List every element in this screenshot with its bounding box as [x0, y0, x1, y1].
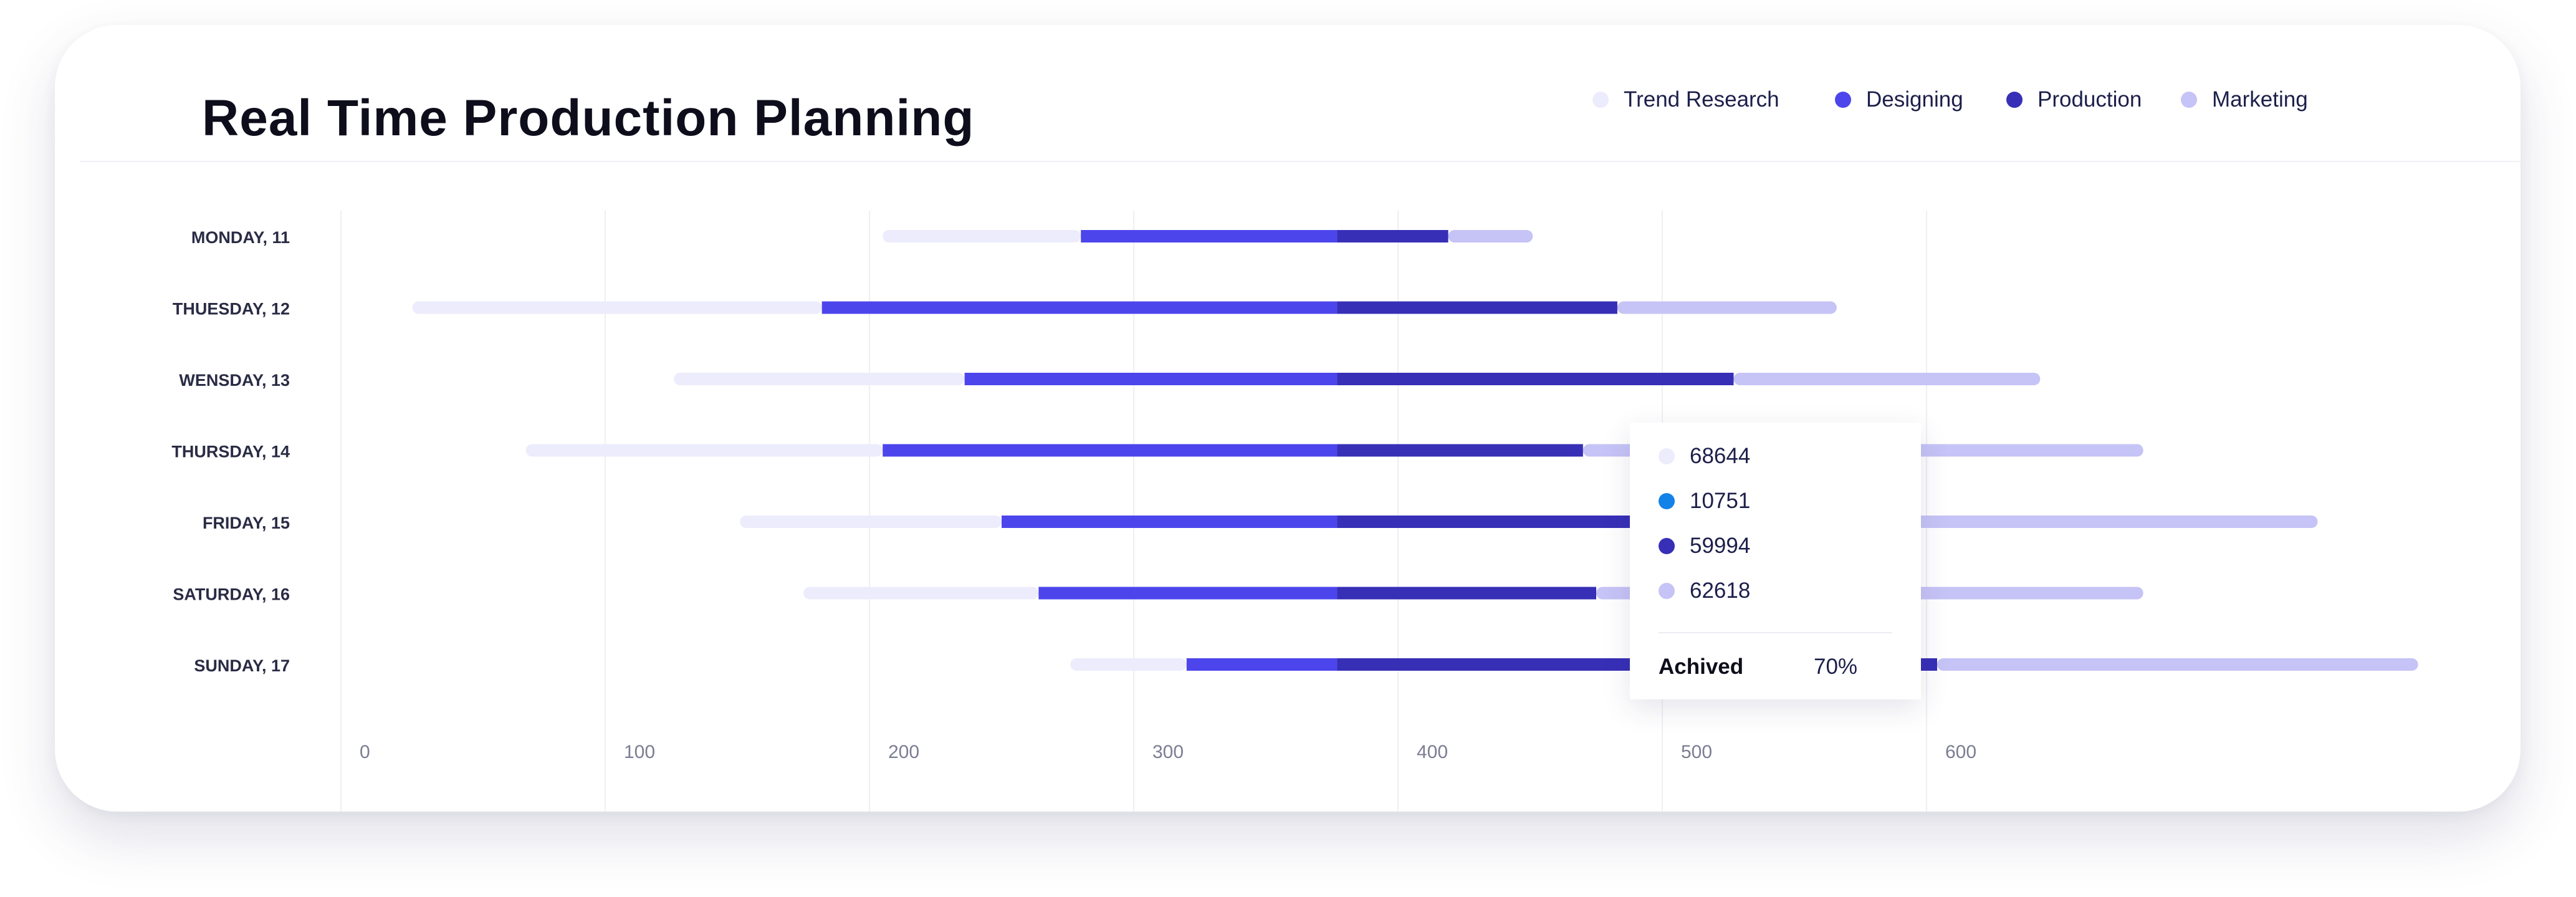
x-tick-label-300: 300: [1152, 742, 1184, 762]
gantt-chart: 0 100 200 300 400 500 600 MONDAY, 11 THUESDAY, 1…: [171, 211, 2418, 812]
legend-item-trend-research[interactable]: Trend Research: [1592, 87, 1779, 112]
tooltip-value-designing: 10751: [1690, 489, 1751, 513]
legend-item-designing[interactable]: Designing: [1835, 87, 1963, 112]
category-label-friday-15: FRIDAY, 15: [203, 514, 290, 532]
legend-label-trend-research: Trend Research: [1624, 87, 1779, 112]
tooltip-marker-trend-research: [1659, 448, 1675, 464]
category-label-saturday-16: SATURDAY, 16: [173, 585, 290, 604]
bar-marketing-friday-15: [1881, 516, 2318, 528]
category-label-thuesday-12: THUESDAY, 12: [173, 300, 290, 319]
legend-label-designing: Designing: [1866, 87, 1963, 112]
legend-item-marketing[interactable]: Marketing: [2181, 87, 2308, 112]
tooltip-marker-production: [1659, 538, 1675, 554]
category-label-sunday-17: SUNDAY, 17: [194, 656, 290, 675]
bar-marketing-thuesday-12: [1617, 301, 1837, 314]
tooltip-value-production: 59994: [1690, 534, 1751, 558]
tooltip-divider: [1659, 632, 1892, 633]
header-divider: [80, 161, 2521, 162]
x-tick-label-0: 0: [360, 742, 370, 762]
tooltip-row-trend-research: 68644: [1659, 444, 1750, 469]
tooltip-achieved-label: Achived: [1659, 655, 1744, 679]
bar-trend-research-thursday-14: [525, 444, 883, 457]
tooltip-marker-designing: [1659, 493, 1675, 509]
tooltip-row-production: 59994: [1659, 534, 1750, 559]
category-label-thursday-14: THURSDAY, 14: [171, 443, 290, 461]
bar-trend-research-friday-15: [740, 516, 1002, 528]
category-label-wensday-13: WENSDAY, 13: [179, 371, 290, 390]
bar-production-saturday-16: [1337, 587, 1596, 600]
category-label-monday-11: MONDAY, 11: [191, 228, 290, 247]
bar-trend-research-thuesday-12: [412, 301, 822, 314]
tooltip-achieved-percent: 70%: [1814, 655, 1858, 679]
bar-production-wensday-13: [1337, 373, 1734, 385]
x-tick-label-100: 100: [624, 742, 655, 762]
bar-marketing-monday-11: [1448, 230, 1533, 242]
data-tooltip: 68644 10751 59994 62618 Achived 70%: [1630, 423, 1921, 699]
legend-marker-production: [2006, 92, 2023, 108]
bar-designing-sunday-17: [1186, 658, 1338, 671]
bar-designing-wensday-13: [964, 373, 1338, 385]
x-tick-label-200: 200: [888, 742, 919, 762]
bar-trend-research-monday-11: [883, 230, 1081, 242]
tooltip-value-marketing: 62618: [1690, 578, 1751, 603]
legend-label-production: Production: [2037, 87, 2142, 112]
tooltip-value-trend-research: 68644: [1690, 444, 1751, 468]
legend-marker-designing: [1835, 92, 1851, 108]
x-tick-label-400: 400: [1417, 742, 1448, 762]
legend-label-marketing: Marketing: [2212, 87, 2308, 112]
x-tick-label-500: 500: [1681, 742, 1712, 762]
bar-marketing-wensday-13: [1733, 373, 2041, 385]
chart-card: Real Time Production Planning Trend Rese…: [55, 25, 2521, 812]
chart-title: Real Time Production Planning: [202, 90, 975, 146]
bar-designing-friday-15: [1002, 516, 1338, 528]
bar-production-monday-11: [1337, 230, 1448, 242]
tooltip-row-designing: 10751: [1659, 489, 1750, 514]
bar-designing-monday-11: [1081, 230, 1338, 242]
legend-item-production[interactable]: Production: [2006, 87, 2142, 112]
bar-marketing-sunday-17: [1937, 658, 2418, 671]
bar-designing-thuesday-12: [821, 301, 1338, 314]
bar-designing-saturday-16: [1038, 587, 1338, 600]
bar-production-thursday-14: [1337, 444, 1583, 457]
legend-marker-trend-research: [1592, 92, 1609, 108]
bar-production-thuesday-12: [1337, 301, 1617, 314]
legend: Trend Research Designing Production Mark…: [55, 87, 2521, 125]
bar-trend-research-sunday-17: [1070, 658, 1187, 671]
bar-trend-research-saturday-16: [803, 587, 1039, 600]
bar-trend-research-wensday-13: [674, 373, 965, 385]
legend-marker-marketing: [2181, 92, 2197, 108]
tooltip-marker-marketing: [1659, 583, 1675, 599]
x-tick-label-600: 600: [1945, 742, 1976, 762]
tooltip-row-marketing: 62618: [1659, 578, 1750, 603]
bar-designing-thursday-14: [883, 444, 1338, 457]
